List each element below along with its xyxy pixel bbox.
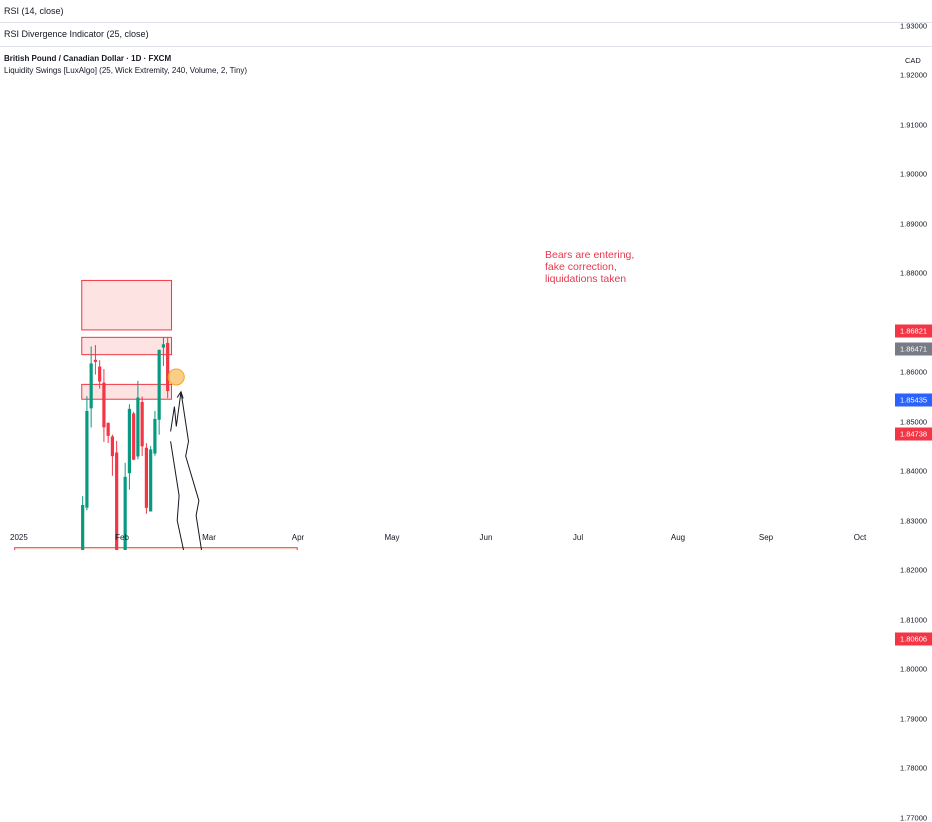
liquidity-zone: [14, 547, 298, 550]
time-axis-label: 2025: [10, 533, 28, 542]
candle: [140, 401, 144, 447]
pane-separator[interactable]: [0, 22, 932, 23]
candle: [127, 408, 132, 474]
price-badge: 1.85435: [895, 393, 932, 407]
candle: [81, 505, 85, 550]
time-axis-label: Apr: [291, 533, 305, 542]
annotation-text[interactable]: Bears are entering, fake correction, liq…: [545, 249, 635, 285]
currency-label: CAD: [905, 56, 921, 65]
candle: [166, 342, 170, 392]
price-axis[interactable]: 1.93000 1.92000 1.91000 1.90000 1.89000 1.880…: [895, 0, 932, 822]
price-tick-label: 1.80000: [899, 664, 928, 674]
highlight-marker: [167, 368, 185, 386]
price-badge: 1.80606: [895, 632, 932, 646]
price-badge: 1.86821: [895, 324, 932, 338]
time-axis-label: Jul: [572, 533, 584, 542]
time-axis-label: May: [384, 533, 400, 542]
candle: [161, 344, 166, 348]
time-axis-label: Jun: [479, 533, 493, 542]
pane-separator[interactable]: [0, 46, 932, 47]
price-tick-label: 1.77000: [899, 813, 928, 822]
price-badge: 1.84738: [895, 427, 932, 441]
price-tick-label: 1.79000: [899, 714, 928, 723]
price-tick-label: 1.90000: [899, 169, 928, 179]
symbol-title[interactable]: British Pound / Canadian Dollar · 1D · F…: [4, 54, 172, 63]
arrow-head: [176, 390, 184, 399]
candle: [157, 349, 161, 420]
rsi-pane-label[interactable]: RSI (14, close): [4, 6, 64, 16]
candle: [110, 436, 115, 457]
candle: [132, 413, 136, 460]
candle: [89, 363, 93, 409]
rsi-divergence-pane-label[interactable]: RSI Divergence Indicator (25, close): [4, 29, 149, 39]
candle: [153, 418, 157, 454]
price-tick-label: 1.82000: [899, 565, 928, 575]
candle: [115, 452, 119, 550]
candle: [106, 422, 110, 436]
candle: [136, 397, 140, 457]
price-chart[interactable]: [0, 0, 932, 550]
time-axis-label: Sep: [758, 533, 774, 542]
candle: [149, 449, 153, 512]
study-legend[interactable]: Liquidity Swings [LuxAlgo] (25, Wick Ext…: [4, 66, 248, 75]
candle: [98, 366, 102, 382]
time-axis-label: Mar: [202, 533, 216, 542]
projection-arrow: [180, 391, 203, 550]
candle: [85, 410, 89, 508]
price-tick-label: 1.86000: [899, 367, 928, 377]
candle: [93, 359, 98, 362]
price-tick-label: 1.83000: [899, 516, 928, 525]
candle: [102, 382, 106, 428]
price-tick-label: 1.92000: [899, 70, 928, 80]
supply-zone: [81, 336, 173, 356]
candle: [123, 476, 127, 550]
time-axis-label: Oct: [853, 533, 867, 542]
price-badge: 1.86471: [895, 342, 932, 356]
price-tick-label: 1.88000: [899, 268, 928, 278]
supply-zone: [81, 279, 173, 331]
price-tick-label: 1.81000: [899, 615, 928, 624]
price-tick-label: 1.84000: [899, 466, 928, 476]
price-tick-label: 1.91000: [899, 120, 928, 129]
time-axis-label: Aug: [670, 533, 686, 542]
price-tick-label: 1.78000: [899, 763, 928, 773]
projection-arrow: [170, 441, 185, 550]
projection-arrow: [170, 391, 182, 432]
candle: [144, 447, 149, 508]
price-tick-label: 1.89000: [899, 219, 928, 228]
price-tick-label: 1.85000: [899, 417, 928, 426]
price-tick-label: 1.93000: [899, 21, 928, 30]
time-axis-label: Feb: [115, 533, 129, 542]
